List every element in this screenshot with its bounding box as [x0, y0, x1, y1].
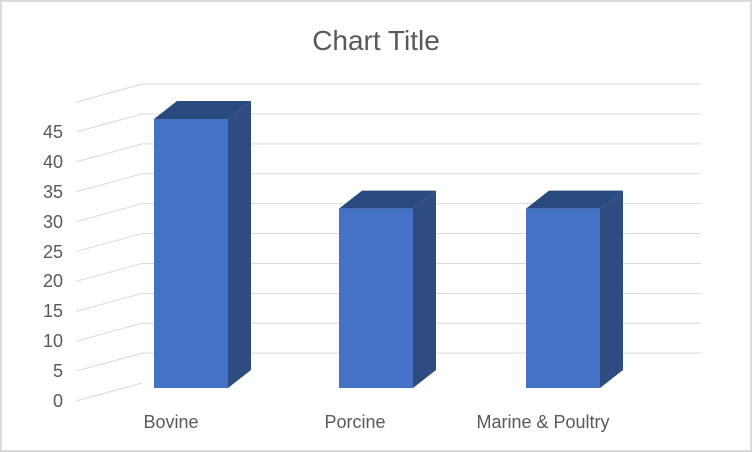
- bar-marine-poultry-side[interactable]: [600, 190, 623, 388]
- chart-title[interactable]: Chart Title: [312, 25, 440, 56]
- y-tick-label-35[interactable]: 35: [42, 181, 63, 202]
- gridline-slant-0: [75, 382, 143, 402]
- bar-bovine-front[interactable]: [154, 119, 228, 388]
- gridline-slant-30: [75, 203, 143, 223]
- bar-bovine[interactable]: [154, 101, 251, 388]
- category-label-marine-poultry[interactable]: Marine & Poultry: [476, 412, 610, 432]
- gridline-slant-45: [75, 113, 143, 133]
- gridline-slant-40: [75, 143, 143, 163]
- gridline-slant-15: [75, 292, 143, 312]
- bar-bovine-side[interactable]: [228, 101, 251, 388]
- bar-series: [154, 101, 623, 388]
- bar-porcine-top[interactable]: [339, 190, 436, 209]
- y-tick-label-15[interactable]: 15: [42, 301, 63, 322]
- y-tick-label-40[interactable]: 40: [42, 151, 63, 172]
- y-tick-label-5[interactable]: 5: [52, 361, 63, 382]
- bar-marine-poultry-top[interactable]: [526, 190, 623, 209]
- gridline-slant-50: [75, 83, 143, 103]
- y-tick-label-0[interactable]: 0: [52, 391, 63, 411]
- gridline-slant-35: [75, 173, 143, 193]
- bar-marine-poultry[interactable]: [526, 190, 623, 388]
- y-tick-label-45[interactable]: 45: [42, 122, 63, 142]
- category-label-porcine[interactable]: Porcine: [324, 412, 386, 432]
- bar-marine-poultry-front[interactable]: [526, 208, 600, 388]
- y-tick-label-20[interactable]: 20: [42, 271, 63, 292]
- gridline-slant-10: [75, 322, 143, 342]
- gridline-slant-25: [75, 233, 143, 253]
- y-tick-label-30[interactable]: 30: [42, 211, 63, 232]
- y-axis: 0 5 10 15 20 25 30 35 40 45: [2, 2, 63, 450]
- bar-porcine-front[interactable]: [339, 208, 413, 388]
- bar-bovine-top[interactable]: [154, 101, 251, 119]
- gridline-slant-5: [75, 352, 143, 372]
- category-label-bovine[interactable]: Bovine: [143, 412, 199, 432]
- y-tick-label-25[interactable]: 25: [42, 241, 63, 262]
- bar-porcine[interactable]: [339, 190, 436, 388]
- y-tick-label-10[interactable]: 10: [42, 331, 63, 352]
- bar-porcine-side[interactable]: [413, 190, 436, 388]
- gridline-slant-20: [75, 262, 143, 282]
